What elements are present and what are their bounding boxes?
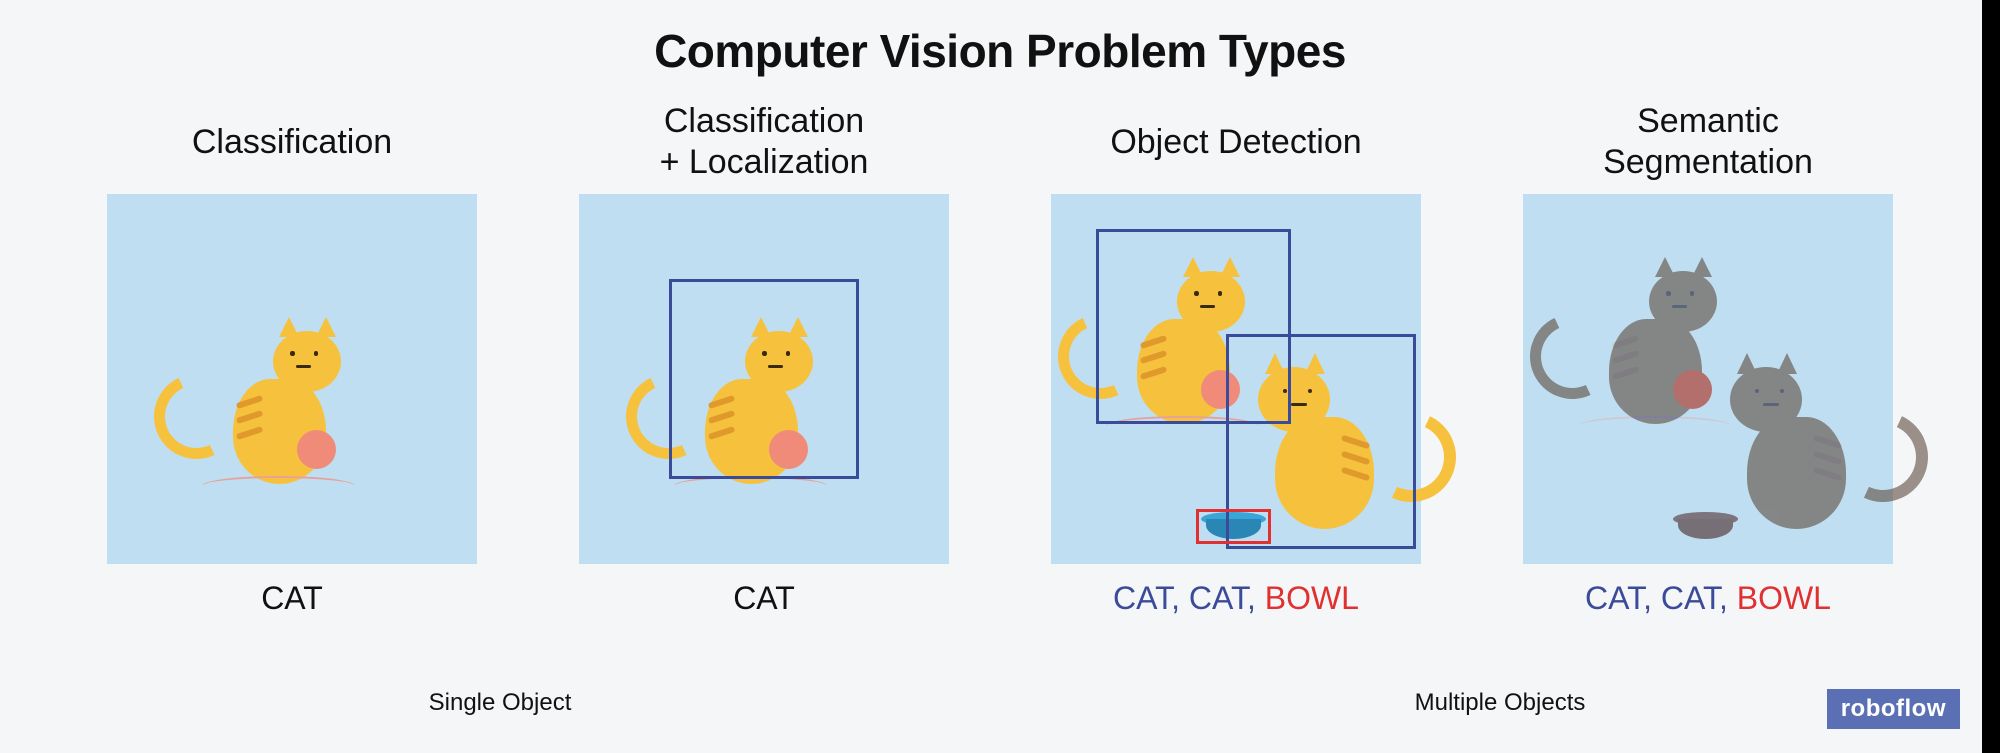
panel-labels: CAT, CAT, BOWL <box>1585 580 1831 617</box>
panels-row: ClassificationCATClassification + Locali… <box>0 96 2000 617</box>
image-tile <box>107 194 477 564</box>
panel-labels: CAT <box>733 580 795 617</box>
panel-labels: CAT <box>261 580 323 617</box>
class-label: CAT <box>1189 580 1247 616</box>
class-label: CAT <box>733 580 795 616</box>
group-caption-row: Single Object Multiple Objects <box>0 689 2000 717</box>
roboflow-logo-badge: roboflow <box>1827 689 1960 729</box>
panel-semantic-segmentation: Semantic Segmentation CAT, CAT, BOWL <box>1488 96 1928 617</box>
yarn-ball <box>297 430 336 469</box>
panel-heading: Classification + Localization <box>660 96 869 188</box>
label-separator: , <box>1247 580 1265 616</box>
panel-heading: Classification <box>192 96 392 188</box>
image-tile <box>1523 194 1893 564</box>
panel-heading: Object Detection <box>1110 96 1361 188</box>
bowl-illustration <box>1673 512 1738 540</box>
class-label: CAT <box>1113 580 1171 616</box>
bounding-box <box>669 279 859 479</box>
image-tile <box>1051 194 1421 564</box>
label-separator: , <box>1643 580 1661 616</box>
image-tile <box>579 194 949 564</box>
bounding-box <box>1196 509 1271 544</box>
label-separator: , <box>1719 580 1737 616</box>
right-edge-strip <box>1982 0 2000 753</box>
label-separator: , <box>1171 580 1189 616</box>
cat-illustration <box>1698 349 1878 529</box>
panel-classification: Classification CAT <box>72 96 512 617</box>
class-label: BOWL <box>1265 580 1359 616</box>
page-title: Computer Vision Problem Types <box>0 0 2000 78</box>
panel-labels: CAT, CAT, BOWL <box>1113 580 1359 617</box>
group-caption-single: Single Object <box>0 689 1000 717</box>
class-label: CAT <box>1661 580 1719 616</box>
cat-illustration <box>202 314 372 484</box>
class-label: CAT <box>1585 580 1643 616</box>
panel-object-detection: Object Detection CAT, CAT, BOWL <box>1016 96 1456 617</box>
panel-heading: Semantic Segmentation <box>1603 96 1813 188</box>
class-label: BOWL <box>1737 580 1831 616</box>
class-label: CAT <box>261 580 323 616</box>
panel-classification-localization: Classification + Localization CAT <box>544 96 984 617</box>
